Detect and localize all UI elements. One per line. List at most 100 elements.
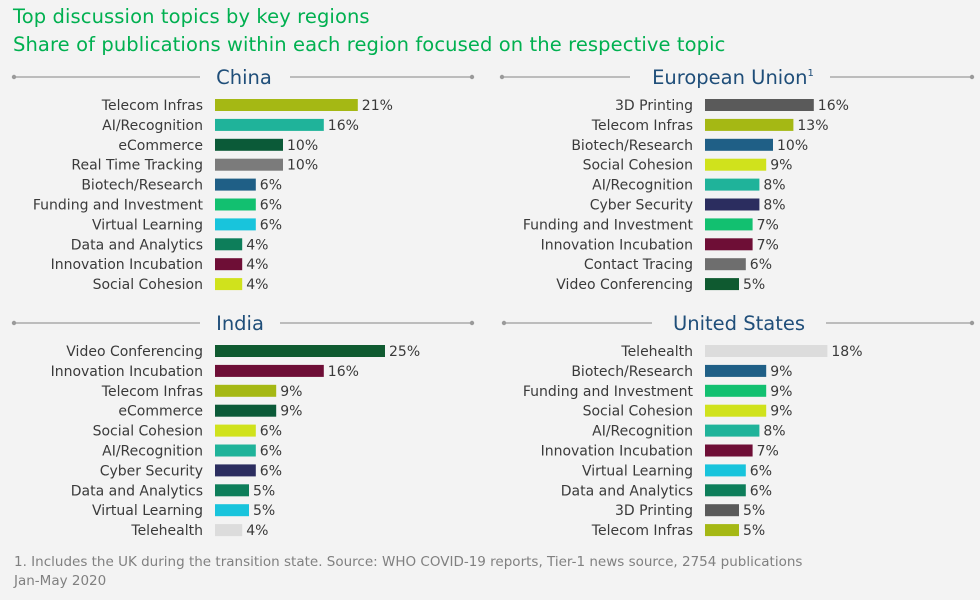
category-label: Biotech/Research [81,178,203,194]
category-label: Telecom Infras [101,98,203,114]
category-label: Funding and Investment [523,384,694,400]
value-label: 9% [770,158,792,174]
region-title-china: China [216,66,272,89]
category-label: Cyber Security [590,198,693,214]
category-label: Innovation Incubation [541,444,693,460]
bar [705,198,760,211]
value-label: 16% [328,364,359,380]
category-label: Telecom Infras [101,384,203,400]
value-label: 6% [750,257,772,273]
bar [705,464,746,477]
value-label: 5% [743,277,765,293]
category-label: Video Conferencing [66,344,203,360]
bar [705,218,753,231]
bar [215,118,324,131]
separator-dot [469,74,475,80]
bar [705,345,828,357]
bar [215,504,249,517]
bar [705,424,760,437]
value-label: 13% [797,118,828,134]
bar [705,384,767,397]
value-label: 6% [260,178,282,194]
bar [215,158,283,171]
category-label: Cyber Security [100,463,203,479]
category-label: Virtual Learning [582,463,693,479]
value-label: 6% [260,198,282,214]
bar [705,178,760,191]
bar [705,524,739,537]
value-label: 16% [328,118,359,134]
bar [215,364,324,377]
value-label: 5% [743,523,765,539]
bar [215,345,385,357]
bar [215,524,243,537]
category-label: AI/Recognition [102,444,203,460]
bar [215,464,256,477]
category-label: Social Cohesion [583,404,693,420]
category-label: Social Cohesion [93,424,203,440]
separator-dot [499,74,505,80]
bar [705,118,794,131]
value-label: 21% [362,98,393,114]
bar [215,238,243,251]
category-label: Telehealth [620,344,693,360]
bar [705,484,746,497]
bar [705,504,739,517]
bar [705,138,773,151]
bar [215,424,256,437]
separator-dot [969,74,975,80]
bar [705,364,767,377]
bar [705,99,814,111]
category-label: 3D Printing [615,503,693,519]
category-label: Social Cohesion [93,277,203,293]
bar [705,158,767,171]
value-label: 8% [763,178,785,194]
category-label: AI/Recognition [592,424,693,440]
category-label: Data and Analytics [71,237,203,253]
chart-india: India Video Conferencing 25% Innovation Inc… [11,312,475,539]
value-label: 10% [287,158,318,174]
value-label: 4% [246,523,268,539]
panel-india: India Video Conferencing 25% Innovation Inc… [0,306,490,546]
separator-dot [11,320,17,326]
bar [215,444,256,457]
panel-united-states: United States Telehealth 18% Biotech/Resear… [490,306,980,546]
bar [215,404,277,417]
value-label: 6% [260,444,282,460]
bar [705,444,753,457]
category-label: Contact Tracing [584,257,693,273]
value-label: 5% [743,503,765,519]
separator-dot [11,74,17,80]
category-label: 3D Printing [615,98,693,114]
value-label: 18% [831,344,862,360]
category-label: Telecom Infras [591,523,693,539]
panel-china: China Telecom Infras 21% AI/Recognition 16% e… [0,60,490,300]
category-label: AI/Recognition [102,118,203,134]
bar [705,258,746,271]
value-label: 16% [818,98,849,114]
category-label: Innovation Incubation [51,257,203,273]
region-title-european-union: European Union1 [652,66,814,89]
bar [215,99,358,111]
value-label: 4% [246,237,268,253]
value-label: 6% [750,463,772,479]
value-label: 9% [280,404,302,420]
value-label: 7% [757,237,779,253]
bar [215,384,277,397]
value-label: 6% [260,424,282,440]
footnote-line-1: 1. Includes the UK during the transition… [14,554,803,570]
value-label: 6% [260,217,282,233]
value-label: 5% [253,483,275,499]
value-label: 7% [757,217,779,233]
category-label: Data and Analytics [71,483,203,499]
value-label: 10% [287,138,318,154]
category-label: Funding and Investment [523,217,694,233]
value-label: 10% [777,138,808,154]
category-label: Social Cohesion [583,158,693,174]
value-label: 5% [253,503,275,519]
category-label: Funding and Investment [33,198,204,214]
value-label: 4% [246,277,268,293]
category-label: eCommerce [118,404,203,420]
chart-china: China Telecom Infras 21% AI/Recognition 16% e… [11,66,475,293]
